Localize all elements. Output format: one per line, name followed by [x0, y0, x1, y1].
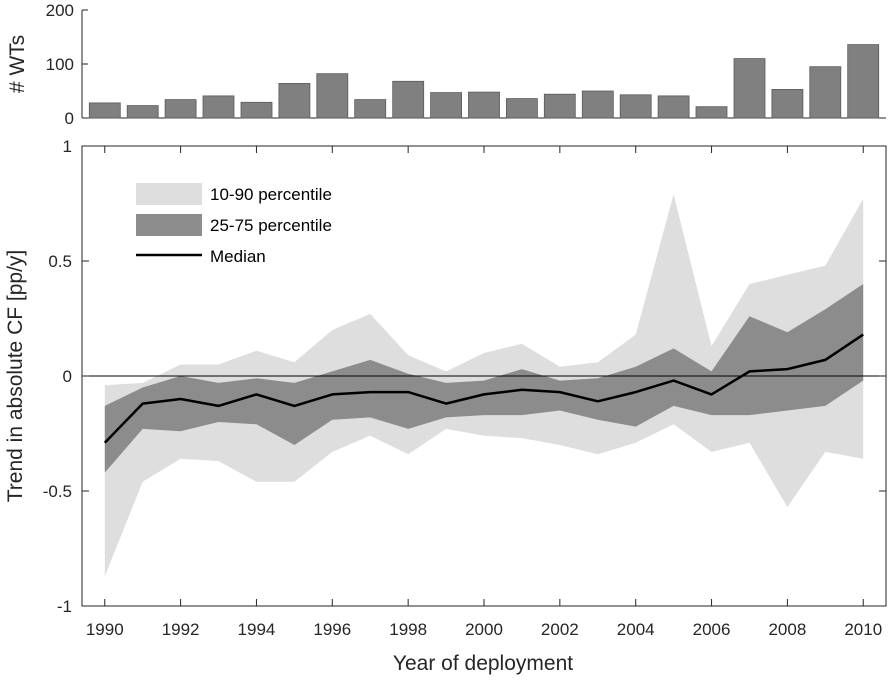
bar-chart-panel: 0 100 200 # WTs	[6, 1, 886, 128]
bar	[392, 80, 425, 119]
bar	[543, 93, 576, 119]
bar	[809, 66, 842, 119]
trend-y-tick-label: 0	[63, 367, 72, 386]
trend-x-tick-label: 2008	[768, 620, 806, 639]
percentile-bands	[104, 194, 864, 577]
trend-x-tick-label: 1994	[238, 620, 276, 639]
trend-y-tick-label: 1	[63, 137, 72, 156]
bar	[278, 83, 311, 119]
trend-y-tick-label: 0.5	[48, 252, 72, 271]
bar	[354, 99, 387, 119]
trend-x-tick-label: 1992	[162, 620, 200, 639]
legend-swatch-25-75	[136, 214, 202, 236]
trend-x-tick-label: 2002	[541, 620, 579, 639]
bar	[581, 90, 614, 119]
legend-swatch-10-90	[136, 183, 202, 205]
bar-y-tick-label: 0	[65, 109, 74, 128]
bar	[505, 98, 538, 119]
trend-x-axis-title: Year of deployment	[393, 652, 573, 675]
bar	[430, 92, 463, 119]
bar-series	[88, 44, 880, 119]
trend-y-axis-title: Trend in absolute CF [pp/y]	[4, 250, 27, 503]
bar-y-tick-label: 100	[46, 55, 74, 74]
bar	[240, 101, 273, 119]
trend-x-tick-label: 2004	[617, 620, 655, 639]
bar	[468, 91, 500, 119]
trend-x-tick-label: 2010	[844, 620, 882, 639]
bar	[164, 99, 197, 119]
legend-label-25-75: 25-75 percentile	[210, 216, 332, 235]
bar	[657, 95, 690, 119]
bar-y-ticks: 0 100 200	[46, 1, 88, 128]
bar	[695, 106, 728, 119]
band-25-75-percentile	[104, 284, 864, 473]
bar	[771, 89, 804, 119]
trend-x-tick-label: 2000	[465, 620, 503, 639]
bar	[126, 105, 159, 119]
trend-y-tick-label: -0.5	[43, 482, 72, 501]
trend-x-tick-label: 1990	[86, 620, 124, 639]
bar-y-tick-label: 200	[46, 1, 74, 20]
bar-y-axis-title: # WTs	[6, 35, 29, 93]
bar	[733, 58, 766, 119]
median-line	[103, 333, 864, 444]
trend-chart-panel: -1 -0.5 0 0.5 1 1990 1992 1994 1996 1998 2000 2002…	[4, 137, 887, 675]
trend-y-ticks: -1 -0.5 0 0.5 1	[43, 137, 886, 616]
legend-label-median: Median	[210, 247, 266, 266]
legend: 10-90 percentile 25-75 percentile Median	[136, 183, 332, 266]
bar	[88, 102, 121, 119]
trend-x-tick-label: 2006	[693, 620, 731, 639]
trend-x-ticks: 1990 1992 1994 1996 1998 2000 2002 2004 2006 2008…	[86, 146, 882, 639]
bar	[202, 95, 235, 119]
trend-x-tick-label: 1998	[389, 620, 427, 639]
bar	[847, 44, 880, 119]
bar	[316, 73, 349, 119]
bar	[619, 94, 652, 119]
legend-label-10-90: 10-90 percentile	[210, 185, 332, 204]
trend-x-tick-label: 1996	[313, 620, 351, 639]
trend-y-tick-label: -1	[57, 597, 72, 616]
